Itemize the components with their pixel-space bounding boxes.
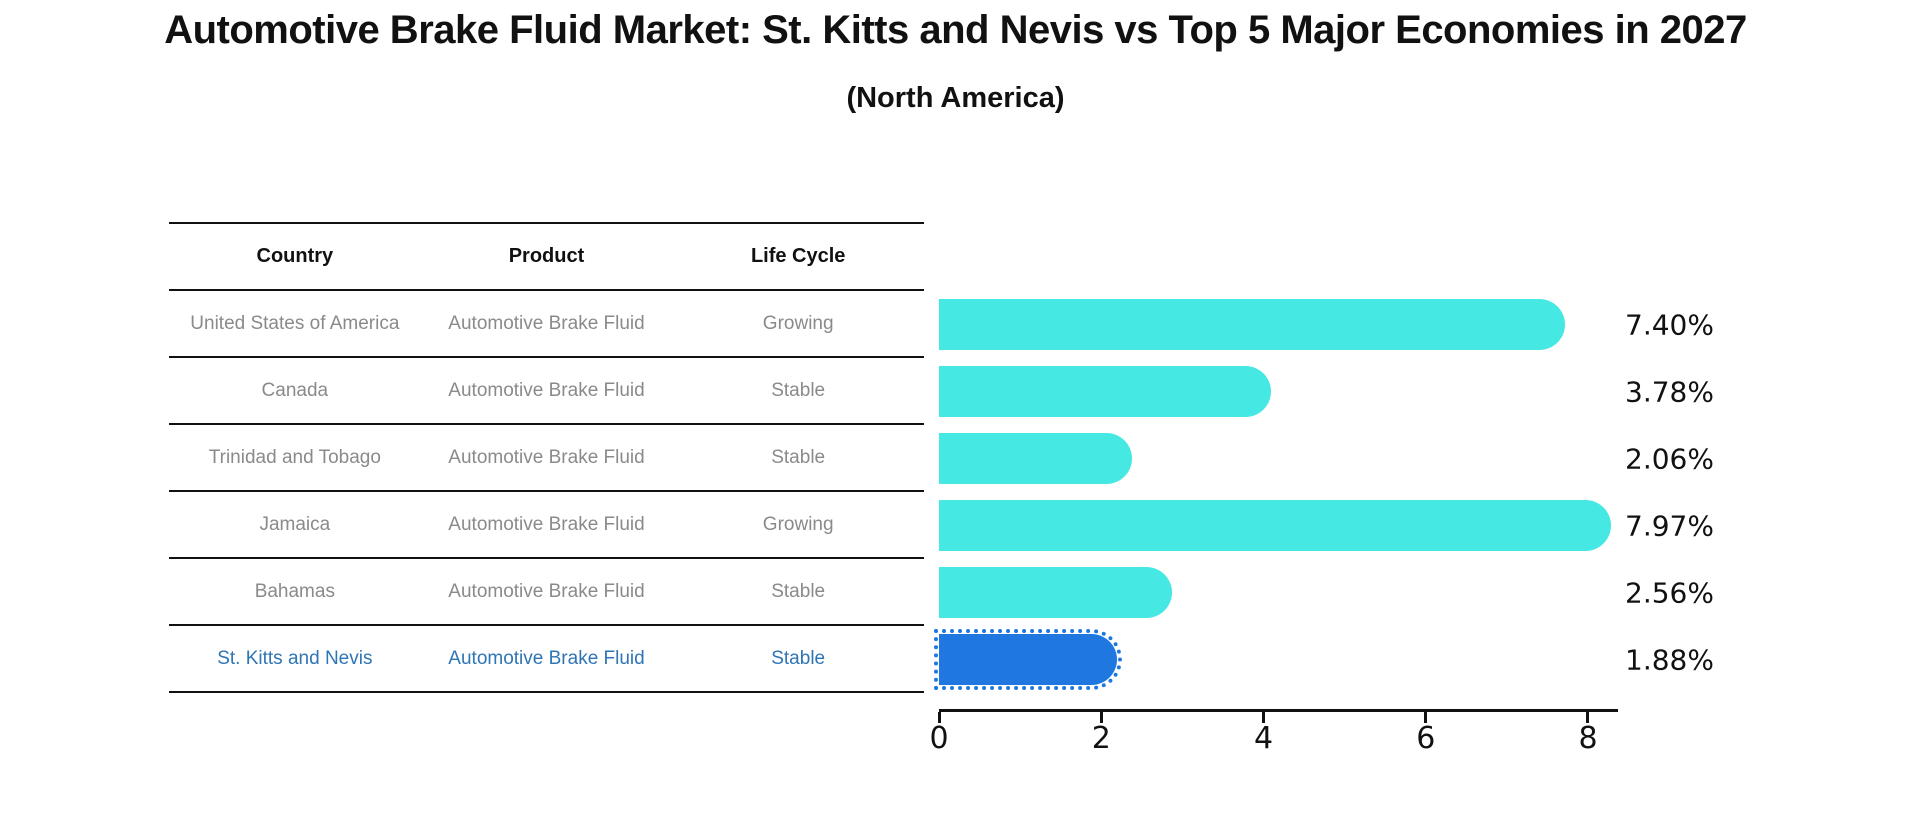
product-cell: Automotive Brake Fluid: [448, 446, 645, 468]
bar-4: [939, 567, 1173, 618]
country-cell: Canada: [261, 379, 329, 401]
column-header-life-cycle: Life Cycle: [750, 245, 846, 267]
table-row: Canada Automotive Brake Fluid Stable: [169, 358, 924, 425]
table-row: St. Kitts and Nevis Automotive Brake Flu…: [169, 626, 924, 693]
bar-5: [934, 629, 1122, 690]
x-axis-tick: [937, 712, 941, 723]
chart-title: Automotive Brake Fluid Market: St. Kitts…: [164, 8, 1747, 52]
x-axis-tick-label: 4: [1253, 721, 1274, 756]
country-cell: Bahamas: [254, 580, 335, 602]
column-header-product: Product: [508, 245, 585, 267]
x-axis-tick-label: 6: [1416, 721, 1436, 756]
table-row: Trinidad and Tobago Automotive Brake Flu…: [169, 425, 924, 492]
bar-value-label: 7.97%: [1625, 509, 1714, 543]
bar-3: [939, 500, 1612, 551]
life-cycle-cell: Stable: [771, 647, 826, 669]
table-row: United States of America Automotive Brak…: [169, 291, 924, 358]
x-axis-tick: [1099, 712, 1103, 723]
x-axis-tick-label: 2: [1091, 721, 1111, 756]
column-header-country: Country: [256, 245, 334, 267]
country-table: Country Product Life Cycle United States…: [169, 222, 924, 693]
life-cycle-cell: Stable: [771, 580, 826, 602]
bar-0: [939, 299, 1565, 350]
product-cell: Automotive Brake Fluid: [448, 312, 645, 334]
product-cell: Automotive Brake Fluid: [448, 379, 645, 401]
x-axis-tick: [1586, 712, 1590, 723]
table-body: United States of America Automotive Brak…: [169, 291, 924, 693]
product-cell: Automotive Brake Fluid: [448, 580, 645, 602]
country-cell: Jamaica: [259, 513, 331, 535]
x-axis-line: [939, 709, 1618, 712]
bar-value-label: 3.78%: [1625, 375, 1714, 409]
x-axis-tick-label: 8: [1578, 721, 1598, 756]
life-cycle-cell: Stable: [771, 446, 826, 468]
country-cell: Trinidad and Tobago: [208, 446, 381, 468]
product-cell: Automotive Brake Fluid: [448, 647, 645, 669]
life-cycle-cell: Stable: [771, 379, 826, 401]
x-axis-tick-label: 0: [929, 721, 949, 756]
table-row: Jamaica Automotive Brake Fluid Growing: [169, 492, 924, 559]
chart-subtitle: (North America): [846, 82, 1065, 114]
country-cell: St. Kitts and Nevis: [217, 647, 373, 669]
product-cell: Automotive Brake Fluid: [448, 513, 645, 535]
x-axis-tick: [1424, 712, 1428, 723]
life-cycle-cell: Growing: [762, 312, 834, 334]
table-row: Bahamas Automotive Brake Fluid Stable: [169, 559, 924, 626]
table-header-row: Country Product Life Cycle: [169, 224, 924, 291]
x-axis-tick: [1261, 712, 1265, 723]
bar-value-label: 1.88%: [1625, 643, 1714, 677]
bar-value-label: 7.40%: [1625, 308, 1714, 342]
bar-value-label: 2.06%: [1625, 442, 1714, 476]
bar-1: [939, 366, 1272, 417]
bar-2: [939, 433, 1132, 484]
country-cell: United States of America: [190, 312, 400, 334]
life-cycle-cell: Growing: [762, 513, 834, 535]
bar-chart: 0 2 4 6 8 7.40% 3.78% 2.06% 7.97% 2.56% 1.88%: [929, 291, 1714, 756]
bar-value-label: 2.56%: [1625, 576, 1714, 610]
